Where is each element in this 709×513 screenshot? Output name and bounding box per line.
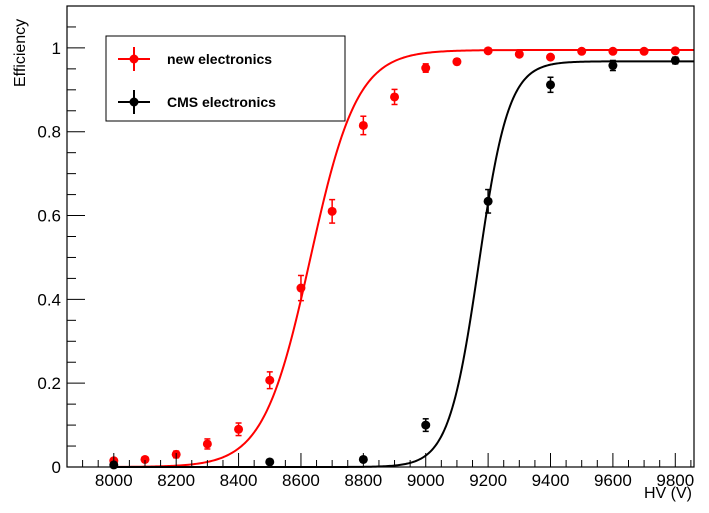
x-tick-label: 8600	[282, 471, 320, 490]
x-tick-label: 8200	[157, 471, 195, 490]
y-tick-label: 0.8	[37, 123, 61, 142]
legend-label-cms-electronics: CMS electronics	[167, 94, 276, 110]
y-axis-ticks: 0 0.2 0.4 0.6 0.8 1	[37, 5, 85, 477]
x-tick-label: 8400	[220, 471, 258, 490]
data-point-new-electronics	[265, 375, 275, 385]
x-axis-title: HV (V)	[644, 485, 692, 502]
y-tick-label: 0	[52, 458, 61, 477]
legend: new electronics CMS electronics	[105, 35, 346, 122]
x-tick-label: 9000	[407, 471, 445, 490]
data-point-new-electronics	[514, 49, 524, 59]
y-axis-title: Efficiency	[12, 19, 29, 87]
data-point-new-electronics	[546, 52, 556, 62]
fit-curve-cms-electronics	[113, 60, 694, 468]
legend-marker-dot-new	[129, 54, 139, 64]
x-tick-label: 9600	[594, 471, 632, 490]
y-tick-label: 0.6	[37, 207, 61, 226]
data-point-new-electronics	[390, 92, 400, 102]
data-point-new-electronics	[608, 46, 618, 56]
x-tick-label: 9800	[656, 471, 694, 490]
data-point-new-electronics	[296, 283, 306, 293]
x-tick-label: 9200	[469, 471, 507, 490]
fit-curve-new-electronics	[113, 49, 694, 468]
data-point-cms-electronics	[670, 55, 680, 65]
data-point-new-electronics	[452, 57, 462, 67]
y-tick-label: 0.4	[37, 290, 61, 309]
legend-marker-dot-cms	[129, 97, 139, 107]
legend-box	[105, 35, 346, 122]
legend-label-new-electronics: new electronics	[167, 51, 272, 67]
data-point-cms-electronics	[483, 196, 493, 206]
data-point-new-electronics	[670, 46, 680, 56]
y-tick-label: 1	[52, 39, 61, 58]
x-tick-label: 8800	[344, 471, 382, 490]
data-point-cms-electronics	[421, 420, 431, 430]
data-point-new-electronics	[327, 206, 337, 216]
data-point-new-electronics	[421, 63, 431, 73]
data-point-cms-electronics	[546, 80, 556, 90]
data-point-cms-electronics	[608, 61, 618, 71]
data-point-new-electronics	[577, 46, 587, 56]
data-point-new-electronics	[140, 454, 150, 464]
x-axis-ticks: 8000 8200 8400 8600 8800 9000 9200 9400 9600 9800	[66, 453, 694, 490]
x-tick-label: 9400	[532, 471, 570, 490]
data-point-new-electronics	[358, 120, 368, 130]
data-point-new-electronics	[639, 46, 649, 56]
legend-entry-new-electronics: new electronics	[118, 47, 272, 71]
y-tick-label: 0.2	[37, 374, 61, 393]
x-tick-label: 8000	[95, 471, 133, 490]
data-point-new-electronics	[234, 424, 244, 434]
legend-entry-cms-electronics: CMS electronics	[118, 90, 276, 114]
data-point-new-electronics	[202, 439, 212, 449]
data-point-new-electronics	[483, 46, 493, 56]
